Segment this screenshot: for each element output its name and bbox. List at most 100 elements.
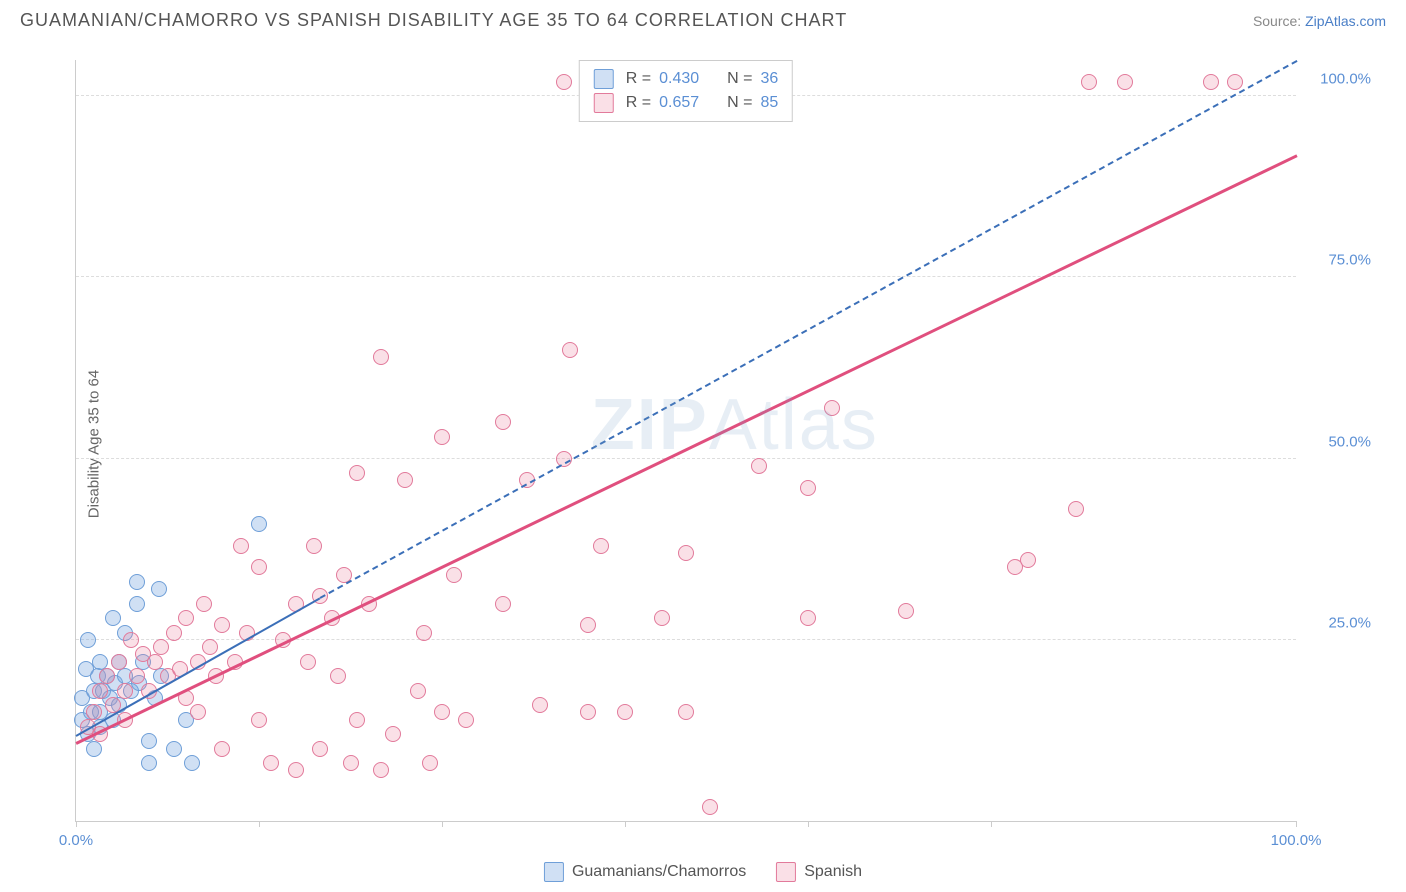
n-label: N = xyxy=(727,70,752,88)
data-point xyxy=(562,342,578,358)
x-tick-mark xyxy=(808,821,809,827)
data-point xyxy=(824,400,840,416)
data-point xyxy=(495,414,511,430)
data-point xyxy=(99,668,115,684)
data-point xyxy=(251,559,267,575)
data-point xyxy=(1020,552,1036,568)
n-value: 85 xyxy=(760,94,778,112)
data-point xyxy=(1117,74,1133,90)
r-label: R = xyxy=(626,70,651,88)
x-tick-mark xyxy=(442,821,443,827)
legend-stats-row: R = 0.430 N = 36 xyxy=(594,67,778,91)
x-tick-label: 100.0% xyxy=(1271,832,1322,849)
x-tick-mark xyxy=(259,821,260,827)
data-point xyxy=(190,704,206,720)
data-point xyxy=(166,625,182,641)
data-point xyxy=(184,755,200,771)
data-point xyxy=(86,741,102,757)
data-point xyxy=(300,654,316,670)
data-point xyxy=(80,632,96,648)
data-point xyxy=(343,755,359,771)
data-point xyxy=(349,465,365,481)
data-point xyxy=(702,799,718,815)
data-point xyxy=(178,610,194,626)
legend-swatch xyxy=(594,69,614,89)
source-link[interactable]: ZipAtlas.com xyxy=(1305,13,1386,29)
data-point xyxy=(1068,501,1084,517)
data-point xyxy=(202,639,218,655)
n-label: N = xyxy=(727,94,752,112)
data-point xyxy=(1227,74,1243,90)
data-point xyxy=(111,654,127,670)
x-tick-mark xyxy=(991,821,992,827)
source-label: Source: xyxy=(1253,13,1305,29)
data-point xyxy=(86,704,102,720)
data-point xyxy=(385,726,401,742)
legend-swatch xyxy=(776,862,796,882)
r-value: 0.657 xyxy=(659,94,709,112)
n-value: 36 xyxy=(760,70,778,88)
data-point xyxy=(397,472,413,488)
data-point xyxy=(410,683,426,699)
x-tick-mark xyxy=(625,821,626,827)
y-tick-label: 25.0% xyxy=(1311,614,1371,631)
data-point xyxy=(306,538,322,554)
data-point xyxy=(141,733,157,749)
data-point xyxy=(751,458,767,474)
data-point xyxy=(92,683,108,699)
data-point xyxy=(129,574,145,590)
data-point xyxy=(214,617,230,633)
data-point xyxy=(800,610,816,626)
x-tick-label: 0.0% xyxy=(59,832,93,849)
data-point xyxy=(800,480,816,496)
data-point xyxy=(288,762,304,778)
data-point xyxy=(233,538,249,554)
data-point xyxy=(1203,74,1219,90)
data-point xyxy=(416,625,432,641)
x-tick-mark xyxy=(76,821,77,827)
data-point xyxy=(678,704,694,720)
data-point xyxy=(263,755,279,771)
data-point xyxy=(617,704,633,720)
source-credit: Source: ZipAtlas.com xyxy=(1253,13,1386,29)
data-point xyxy=(580,617,596,633)
data-point xyxy=(147,654,163,670)
data-point xyxy=(556,74,572,90)
legend-stats-row: R = 0.657 N = 85 xyxy=(594,91,778,115)
data-point xyxy=(678,545,694,561)
data-point xyxy=(105,610,121,626)
r-value: 0.430 xyxy=(659,70,709,88)
data-point xyxy=(495,596,511,612)
data-point xyxy=(434,429,450,445)
data-point xyxy=(422,755,438,771)
data-point xyxy=(312,741,328,757)
data-point xyxy=(214,741,230,757)
plot-area: ZIPAtlas R =0.430N =36R =0.657N =85 25.0… xyxy=(75,60,1296,822)
data-point xyxy=(446,567,462,583)
data-point xyxy=(1081,74,1097,90)
legend-stats-box: R = 0.430 N = 36 R = 0.657 N = 85 xyxy=(579,60,793,122)
data-point xyxy=(898,603,914,619)
chart-header: GUAMANIAN/CHAMORRO VS SPANISH DISABILITY… xyxy=(0,0,1406,39)
y-tick-label: 50.0% xyxy=(1311,433,1371,450)
chart-title: GUAMANIAN/CHAMORRO VS SPANISH DISABILITY… xyxy=(20,10,847,31)
data-point xyxy=(251,516,267,532)
data-point xyxy=(373,762,389,778)
data-point xyxy=(129,668,145,684)
data-point xyxy=(151,581,167,597)
data-point xyxy=(654,610,670,626)
data-point xyxy=(330,668,346,684)
data-point xyxy=(532,697,548,713)
y-tick-label: 100.0% xyxy=(1311,71,1371,88)
chart-container: Disability Age 35 to 64 ZIPAtlas R =0.43… xyxy=(55,40,1381,847)
legend-item: Guamanians/Chamorros xyxy=(544,862,746,882)
data-point xyxy=(593,538,609,554)
legend-label: Spanish xyxy=(804,863,862,881)
legend-item: Spanish xyxy=(776,862,862,882)
r-label: R = xyxy=(626,94,651,112)
data-point xyxy=(123,632,139,648)
data-point xyxy=(196,596,212,612)
data-point xyxy=(117,683,133,699)
legend-swatch xyxy=(544,862,564,882)
data-point xyxy=(458,712,474,728)
